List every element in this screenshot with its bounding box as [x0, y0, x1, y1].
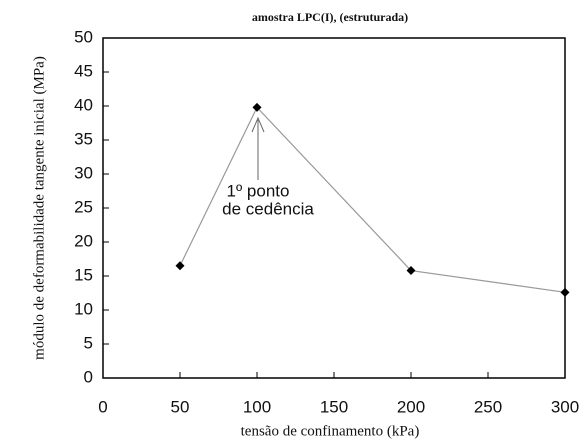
y-tick-label: 15	[74, 265, 93, 284]
plot-frame	[102, 37, 566, 379]
annotation: de cedência	[222, 199, 314, 218]
data-point	[560, 287, 570, 297]
x-tick-label: 300	[551, 397, 579, 416]
x-tick-label: 0	[98, 397, 107, 416]
x-tick-label: 200	[397, 397, 425, 416]
x-tick-label: 100	[243, 397, 271, 416]
data-point	[406, 266, 416, 276]
x-axis-label: tensão de confinamento (kPa)	[241, 423, 420, 439]
annotation-arrowhead	[251, 116, 265, 133]
data-point	[175, 261, 185, 271]
y-tick-label: 30	[74, 163, 93, 182]
y-tick-label: 0	[84, 367, 93, 386]
y-tick-label: 5	[84, 333, 93, 352]
x-tick-label: 150	[320, 397, 348, 416]
data-point	[252, 102, 262, 112]
y-tick-label: 10	[74, 299, 93, 318]
y-tick-label: 40	[74, 95, 93, 114]
y-tick-label: 45	[74, 61, 93, 80]
y-tick-label: 25	[74, 197, 93, 216]
y-tick-label: 35	[74, 129, 93, 148]
x-tick-label: 250	[474, 397, 502, 416]
series-line	[179, 106, 566, 293]
y-tick-label: 50	[74, 27, 93, 46]
y-axis-label: módulo de deformabilidade tangente inici…	[31, 56, 47, 360]
annotation: 1º ponto	[227, 181, 290, 200]
y-tick-label: 20	[74, 231, 93, 250]
chart-title: amostra LPC(I), (estruturada)	[252, 10, 408, 24]
x-tick-label: 50	[171, 397, 190, 416]
